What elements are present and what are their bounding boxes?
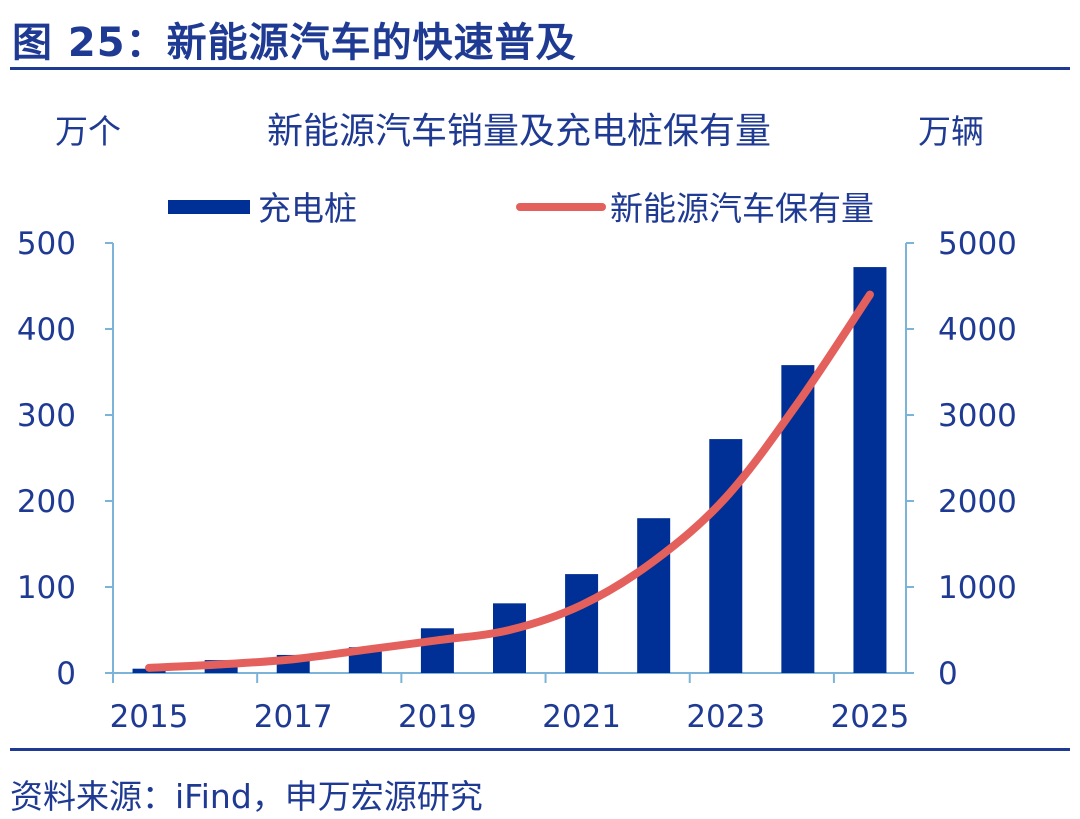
left-y-tick-label: 500	[17, 226, 76, 262]
legend: 充电桩 新能源汽车保有量	[168, 189, 874, 228]
x-tick-label: 2025	[831, 699, 910, 735]
left-y-tick-label: 100	[17, 570, 76, 606]
bar-2020	[493, 603, 526, 673]
left-y-tick-label: 300	[17, 398, 76, 434]
right-y-tick-label: 4000	[938, 312, 1017, 348]
right-y-tick-label: 0	[938, 656, 958, 692]
figure-title: 图 25：新能源汽车的快速普及	[12, 20, 577, 66]
legend-bar-label: 充电桩	[258, 189, 357, 228]
x-tick-label: 2015	[110, 699, 189, 735]
chart-title: 新能源汽车销量及充电桩保有量	[267, 111, 771, 152]
right-axis-unit: 万辆	[918, 112, 984, 151]
bottom-rule	[10, 748, 1070, 751]
x-tick-label: 2023	[686, 699, 765, 735]
x-tick-label: 2017	[254, 699, 333, 735]
right-y-tick-label: 3000	[938, 398, 1017, 434]
left-axis-unit: 万个	[55, 112, 121, 151]
legend-line-label: 新能源汽车保有量	[610, 189, 874, 228]
chart: 新能源汽车销量及充电桩保有量 万个 万辆 充电桩 新能源汽车保有量 0 100 20…	[17, 111, 1017, 735]
tick-labels: 0100200300400500010002000300040005000201…	[17, 226, 1017, 735]
legend-bar-swatch	[168, 200, 250, 214]
left-y-tick-label: 200	[17, 484, 76, 520]
bar-2022	[637, 518, 671, 673]
line-path	[145, 290, 874, 672]
bar-2024	[781, 365, 815, 673]
bar-2021	[565, 574, 599, 673]
x-tick-label: 2019	[398, 699, 477, 735]
source-note: 资料来源：iFind，申万宏源研究	[10, 777, 483, 816]
left-y-tick-label: 0	[56, 656, 76, 692]
top-rule	[10, 67, 1070, 70]
bar-2025	[853, 267, 887, 673]
bar-2023	[709, 439, 743, 673]
right-y-tick-label: 1000	[938, 570, 1017, 606]
left-y-tick-label: 400	[17, 312, 76, 348]
line-series	[145, 290, 874, 672]
bar-series	[132, 267, 887, 673]
right-y-tick-label: 5000	[938, 226, 1017, 262]
right-y-tick-label: 2000	[938, 484, 1017, 520]
x-tick-label: 2021	[542, 699, 621, 735]
